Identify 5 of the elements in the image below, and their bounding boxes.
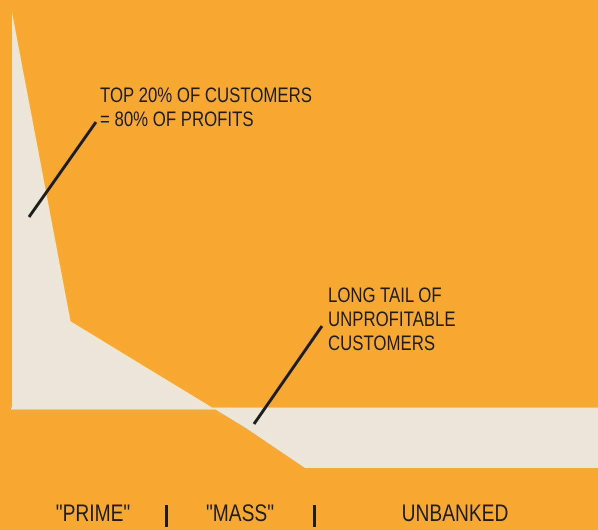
text: "MASS": [206, 500, 274, 528]
text: UNBANKED: [402, 500, 508, 528]
text: "PRIME": [56, 500, 130, 528]
annotation: TOP 20% OF CUSTOMERS = 80% OF PROFITS: [100, 84, 312, 132]
annotation: LONG TAIL OF UNPROFITABLE CUSTOMERS: [328, 284, 456, 356]
